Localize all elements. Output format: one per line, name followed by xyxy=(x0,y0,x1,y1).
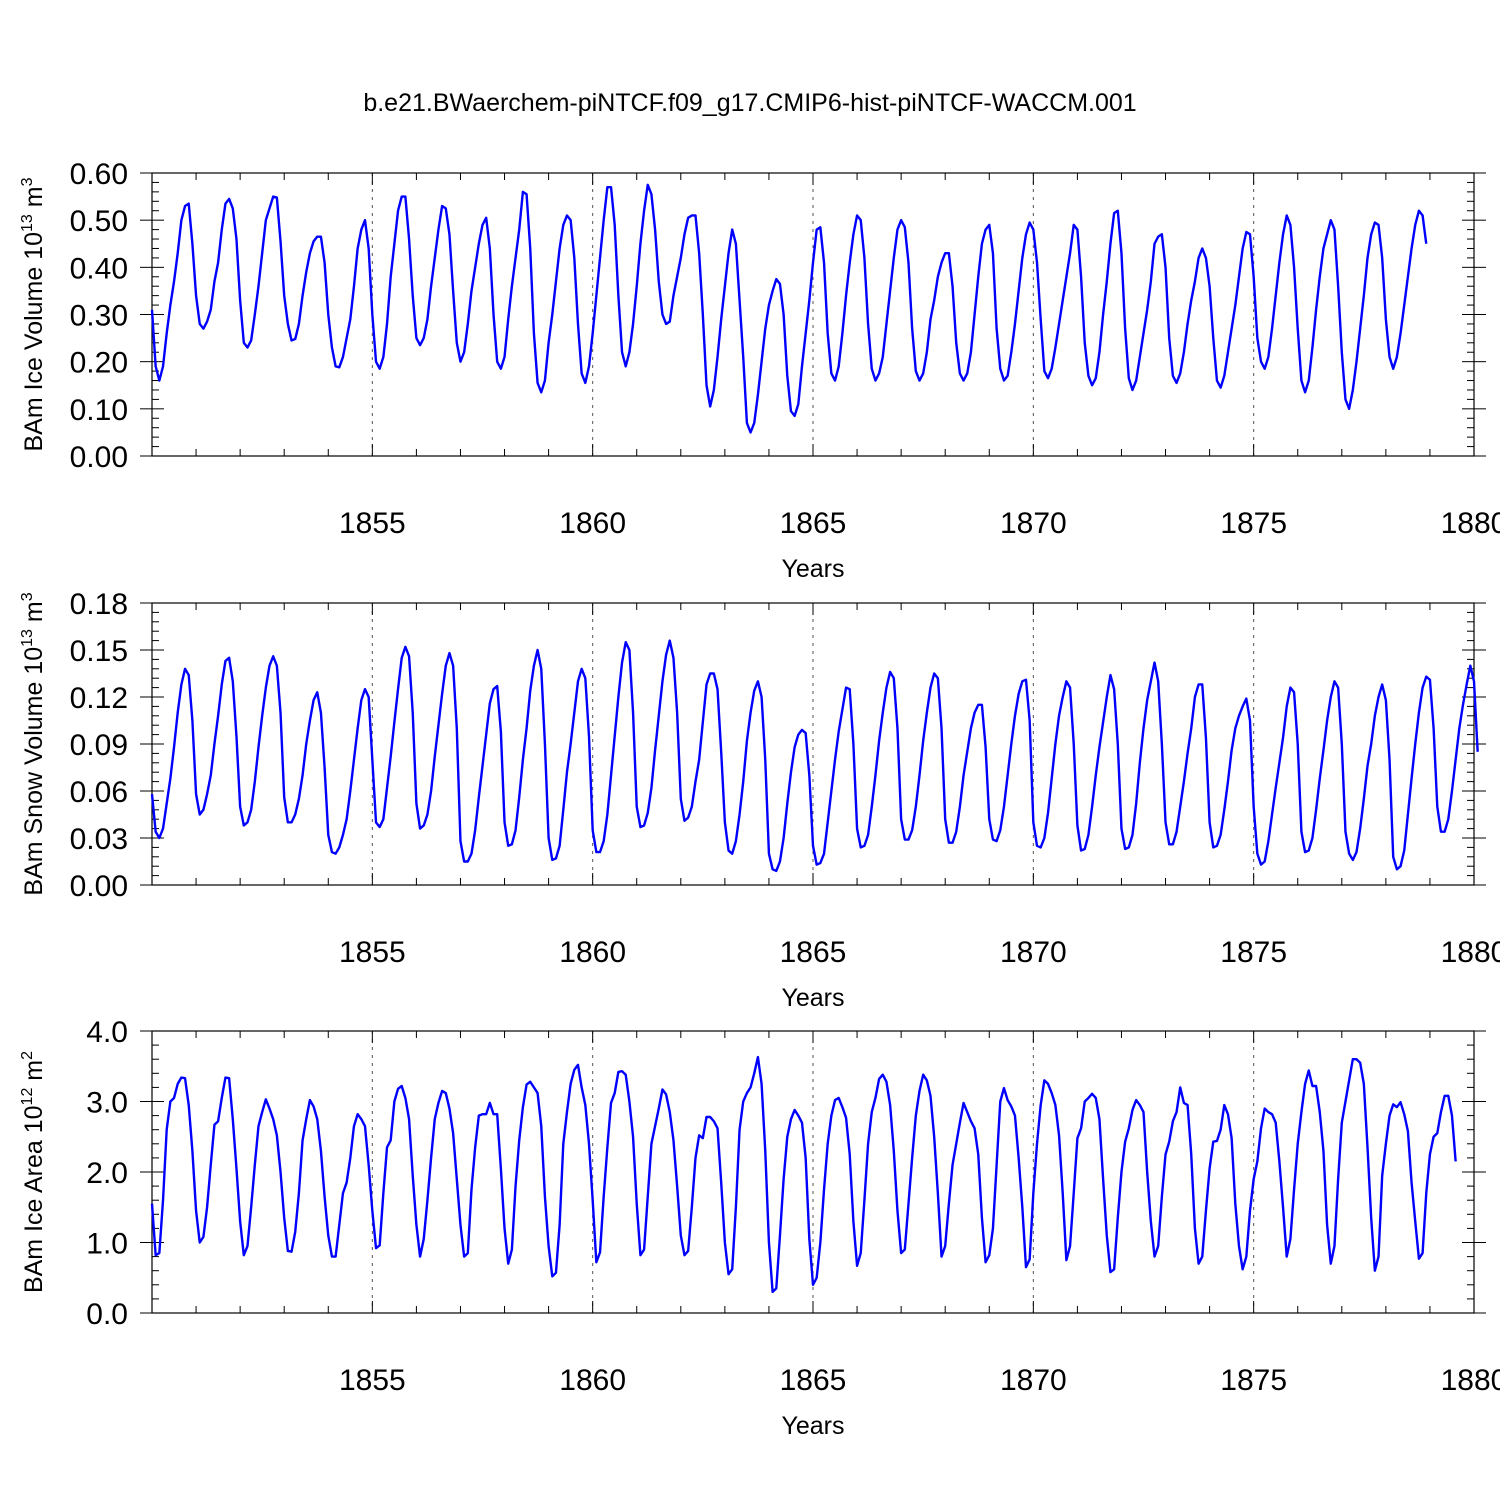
y-axis-title: BAm Snow Volume 1013 m3 xyxy=(19,592,48,895)
y-tick-label: 0.0 xyxy=(86,1298,128,1331)
x-tick-label: 1855 xyxy=(339,936,406,969)
y-tick-label: 0.03 xyxy=(70,823,128,856)
x-axis-title: Years xyxy=(781,984,844,1012)
x-tick-label: 1875 xyxy=(1220,936,1287,969)
y-tick-label: 0.20 xyxy=(70,347,128,380)
series-line-0 xyxy=(150,183,1428,434)
y-tick-label: 0.00 xyxy=(70,870,128,903)
x-tick-label: 1865 xyxy=(780,936,847,969)
x-tick-label: 1860 xyxy=(559,1364,626,1397)
x-tick-label: 1860 xyxy=(559,507,626,540)
x-tick-label: 1875 xyxy=(1220,507,1287,540)
y-tick-label: 0.30 xyxy=(70,300,128,333)
y-tick-label: 4.0 xyxy=(86,1016,128,1049)
x-tick-label: 1855 xyxy=(339,1364,406,1397)
x-tick-label: 1880 xyxy=(1441,936,1500,969)
series-line-0 xyxy=(150,639,1479,873)
panel-ice-area: 0.0 1.0 2.0 3.0 4.0 1855 1860 1865 1870 1875 1880 Y… xyxy=(19,1016,1500,1440)
y-tick-label: 0.15 xyxy=(70,635,128,668)
chart-title: b.e21.BWaerchem-piNTCF.f09_g17.CMIP6-his… xyxy=(363,89,1136,117)
y-tick-label: 0.18 xyxy=(70,588,128,621)
y-tick-label: 0.50 xyxy=(70,205,128,238)
x-tick-label: 1855 xyxy=(339,507,406,540)
y-axis-title: BAm Ice Area 1012 m2 xyxy=(19,1051,48,1293)
series-line-0 xyxy=(150,1055,1457,1294)
y-tick-label: 0.00 xyxy=(70,441,128,474)
x-tick-label: 1875 xyxy=(1220,1364,1287,1397)
panel-snow-volume: 0.00 0.03 0.06 0.09 0.12 0.15 0.18 1855 1860 1865… xyxy=(19,588,1500,1012)
y-tick-label: 0.40 xyxy=(70,252,128,285)
x-tick-label: 1865 xyxy=(780,507,847,540)
y-tick-label: 0.60 xyxy=(70,158,128,191)
y-axis-title: BAm Ice Volume 1013 m3 xyxy=(19,177,48,451)
y-tick-label: 1.0 xyxy=(86,1228,128,1261)
y-tick-label: 0.09 xyxy=(70,729,128,762)
x-axis-title: Years xyxy=(781,1412,844,1440)
y-tick-label: 0.12 xyxy=(70,682,128,715)
y-tick-label: 0.10 xyxy=(70,394,128,427)
y-tick-label: 0.06 xyxy=(70,776,128,809)
x-tick-label: 1860 xyxy=(559,936,626,969)
y-tick-label: 3.0 xyxy=(86,1087,128,1120)
x-tick-label: 1880 xyxy=(1441,1364,1500,1397)
x-tick-label: 1870 xyxy=(1000,936,1067,969)
x-tick-label: 1880 xyxy=(1441,507,1500,540)
panel-ice-volume: 0.00 0.10 0.20 0.30 0.40 0.50 0.60 1855 1860 1865… xyxy=(19,158,1500,583)
x-tick-label: 1865 xyxy=(780,1364,847,1397)
y-tick-label: 2.0 xyxy=(86,1157,128,1190)
x-axis-title: Years xyxy=(781,555,844,583)
x-tick-label: 1870 xyxy=(1000,507,1067,540)
x-tick-label: 1870 xyxy=(1000,1364,1067,1397)
